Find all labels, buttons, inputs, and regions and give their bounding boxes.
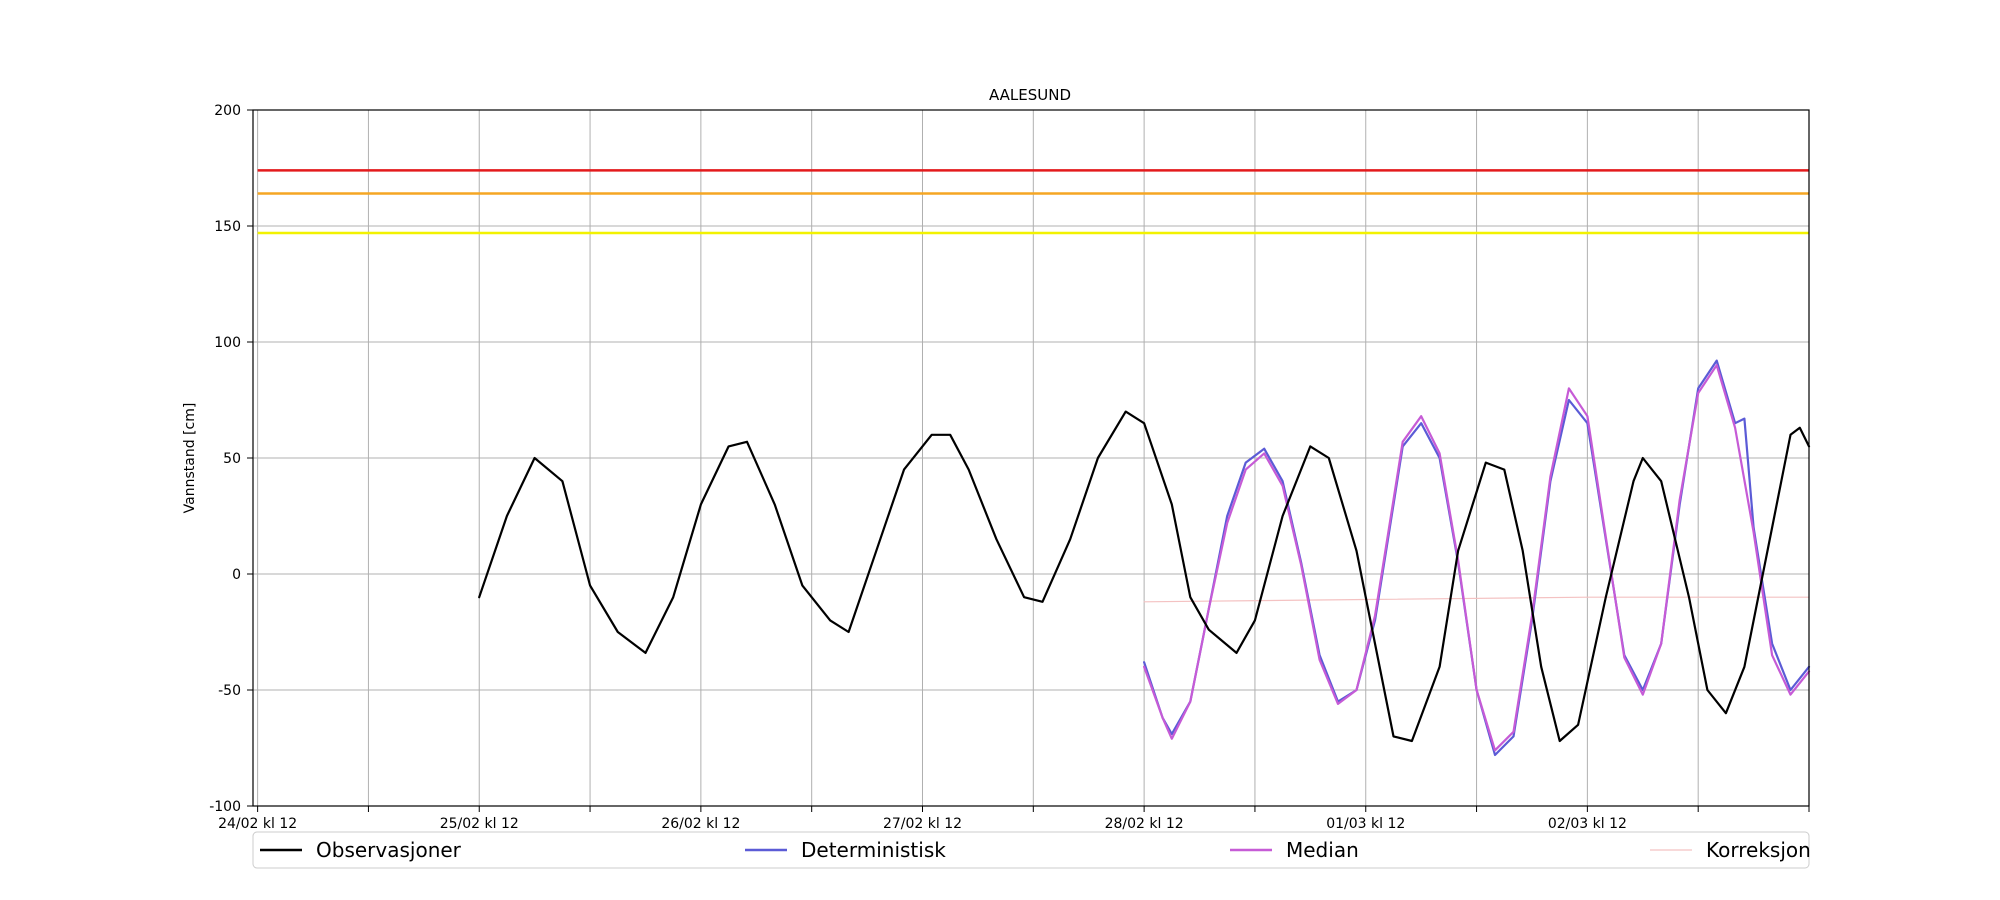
legend: Observasjoner Deterministisk Median Korreks… [252,831,1811,869]
legend-label: Deterministisk [801,838,946,862]
y-tick-label: 150 [214,219,241,235]
x-tick-label: 26/02 kl 12 [661,816,740,832]
series-lines [478,359,1811,757]
legend-box [252,831,1810,869]
y-tick-label: -50 [218,683,241,699]
threshold-lines [257,169,1809,235]
x-axis: 24/02 kl 12 25/02 kl 12 26/02 kl 12 27/02 k… [218,806,1810,832]
y-tick-label: 0 [232,567,241,583]
y-tick-label: 50 [223,451,241,467]
x-tick-label: 27/02 kl 12 [883,816,962,832]
y-tick-label: 200 [214,103,241,119]
chart-title: AALESUND [989,86,1071,104]
x-tick-label: 02/03 kl 12 [1548,816,1627,832]
legend-label: Median [1286,838,1359,862]
y-axis-label: Vannstand [cm] [182,403,198,514]
x-tick-label: 25/02 kl 12 [440,816,519,832]
series-line-median [1142,364,1811,752]
y-tick-label: 100 [214,335,241,351]
legend-label: Observasjoner [316,838,462,862]
y-tick-label: -100 [209,799,241,815]
x-tick-label: 28/02 kl 12 [1105,816,1184,832]
y-axis: -100 -50 0 50 100 150 200 [209,103,253,815]
x-tick-label: 01/03 kl 12 [1326,816,1405,832]
x-tick-label: 24/02 kl 12 [218,816,297,832]
series-line-korreksjon [1143,596,1810,603]
series-line-observasjoner [478,410,1811,743]
legend-label: Korreksjon [1706,838,1811,862]
